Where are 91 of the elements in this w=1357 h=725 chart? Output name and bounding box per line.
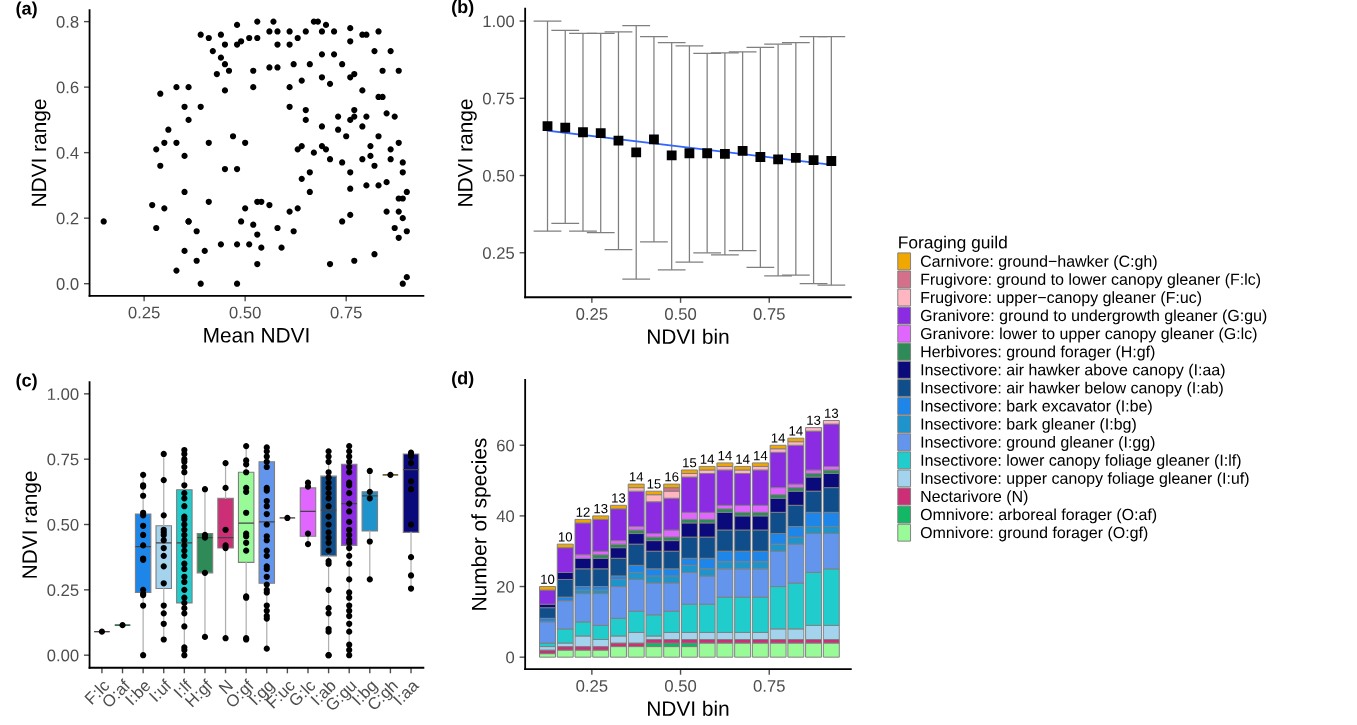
annotation: 10 xyxy=(558,532,573,542)
y-tick-label: 0.75 xyxy=(47,453,79,466)
chart-title: (d) xyxy=(452,371,474,389)
chart-title: (c) xyxy=(16,373,37,391)
legend-label: Granivore: ground to undergrowth gleaner (G:gu) xyxy=(920,309,1267,325)
point xyxy=(578,127,588,138)
annotation: 13 xyxy=(825,408,839,418)
annotation: 14 xyxy=(736,454,750,464)
x-tick-label: 0.25 xyxy=(576,680,608,692)
y-tick-label: 0.2 xyxy=(56,212,79,225)
x-tick-label: 0.50 xyxy=(664,308,697,320)
point xyxy=(666,150,677,161)
legend-label: Granivore: lower to upper canopy gleaner (G:lc) xyxy=(920,327,1257,343)
x-axis-title: NDVI bin xyxy=(648,700,729,716)
point xyxy=(737,145,748,156)
legend-label: Herbivores: ground forager (H:gf) xyxy=(921,345,1155,361)
point xyxy=(790,153,801,163)
y-tick-label: 0.0 xyxy=(56,278,79,290)
legend-label: Carnivore: ground−hawker (C:gh) xyxy=(920,255,1157,271)
point xyxy=(631,147,642,158)
legend-label: Nectarivore (N) xyxy=(921,490,1028,506)
y-tick-label: 1.00 xyxy=(483,15,515,28)
annotation: 14 xyxy=(700,454,715,464)
annotation: 14 xyxy=(754,451,768,461)
legend-label: Omnivore: ground forager (O:gf) xyxy=(920,526,1148,542)
legend-label: Insectivore: bark gleaner (I:bg) xyxy=(921,417,1136,433)
point xyxy=(808,155,819,165)
annotation: 16 xyxy=(665,472,679,482)
annotation: 14 xyxy=(789,426,803,436)
annotation: 13 xyxy=(612,493,626,503)
x-tick-label: 0.25 xyxy=(576,308,608,320)
point xyxy=(595,128,606,139)
legend-label: Insectivore: upper canopy foliage gleaner (I:uf) xyxy=(921,472,1249,488)
point xyxy=(719,148,730,159)
annotation: 12 xyxy=(576,507,590,517)
chart-title: (a) xyxy=(16,1,37,19)
x-tick-label: 0.25 xyxy=(128,306,160,319)
y-tick-label: 0.4 xyxy=(56,147,79,159)
point xyxy=(542,121,553,132)
y-tick-label: 0.6 xyxy=(56,81,79,94)
x-tick-label: 0.75 xyxy=(753,680,785,692)
y-tick-label: 0.75 xyxy=(482,92,515,105)
y-tick-label: 0.25 xyxy=(47,584,79,597)
point xyxy=(702,148,713,159)
y-axis-title: NDVI range xyxy=(31,99,51,206)
x-axis-title: Mean NDVI xyxy=(204,328,309,343)
point xyxy=(560,122,571,133)
y-tick-label: 0.00 xyxy=(47,649,79,662)
y-tick-label: 0.25 xyxy=(482,247,515,259)
y-tick-label: 20 xyxy=(497,580,515,593)
y-tick-label: 1.00 xyxy=(47,388,79,401)
point xyxy=(755,152,766,162)
legend-label: Frugivore: upper−canopy gleaner (F:uc) xyxy=(921,291,1202,307)
bar xyxy=(627,483,645,489)
chart-title: (b) xyxy=(452,0,474,17)
y-tick-label: 0 xyxy=(506,651,515,664)
annotation: 14 xyxy=(629,472,644,482)
point xyxy=(826,156,837,166)
annotation: 10 xyxy=(541,574,555,584)
y-axis-title: Number of species xyxy=(471,438,491,610)
annotation: 15 xyxy=(647,479,661,489)
annotation: 14 xyxy=(771,433,786,443)
annotation: 14 xyxy=(718,451,732,461)
legend-label: Omnivore: arboreal forager (O:af) xyxy=(920,508,1157,524)
legend-label: Insectivore: bark excavator (I:be) xyxy=(921,399,1152,415)
legend-label: Insectivore: lower canopy foliage gleaner (I:lf) xyxy=(921,454,1241,470)
y-axis-title: NDVI range xyxy=(458,99,477,206)
annotation: 13 xyxy=(807,415,821,425)
legend-label: Insectivore: ground gleaner (I:gg) xyxy=(921,436,1155,451)
x-tick-label: 0.50 xyxy=(664,680,697,692)
x-tick-label: 0.75 xyxy=(753,308,785,320)
legend-title: Foraging guild xyxy=(899,235,1007,252)
point xyxy=(613,135,624,146)
y-tick-label: 40 xyxy=(496,510,515,523)
legend-label: Insectivore: air hawker above canopy (I:aa) xyxy=(921,363,1225,379)
annotation: 13 xyxy=(594,503,608,514)
y-tick-label: 0.8 xyxy=(56,16,79,28)
x-axis-title: NDVI bin xyxy=(648,328,729,345)
x-tick-label: 0.50 xyxy=(229,306,261,319)
x-tick-label: I:uf xyxy=(148,678,173,703)
point xyxy=(684,148,695,159)
y-tick-label: 0.50 xyxy=(47,518,79,531)
annotation: 15 xyxy=(683,458,697,468)
y-tick-label: 60 xyxy=(497,439,515,452)
y-tick-label: 0.50 xyxy=(482,169,515,182)
x-tick-label: 0.75 xyxy=(330,306,362,319)
point xyxy=(773,154,784,165)
point xyxy=(649,134,659,145)
legend-label: Frugivore: ground to lower canopy gleaner (F:lc) xyxy=(921,273,1261,289)
y-axis-title: NDVI range xyxy=(22,471,42,578)
legend-label: Insectivore: air hawker below canopy (I:ab) xyxy=(921,381,1223,397)
